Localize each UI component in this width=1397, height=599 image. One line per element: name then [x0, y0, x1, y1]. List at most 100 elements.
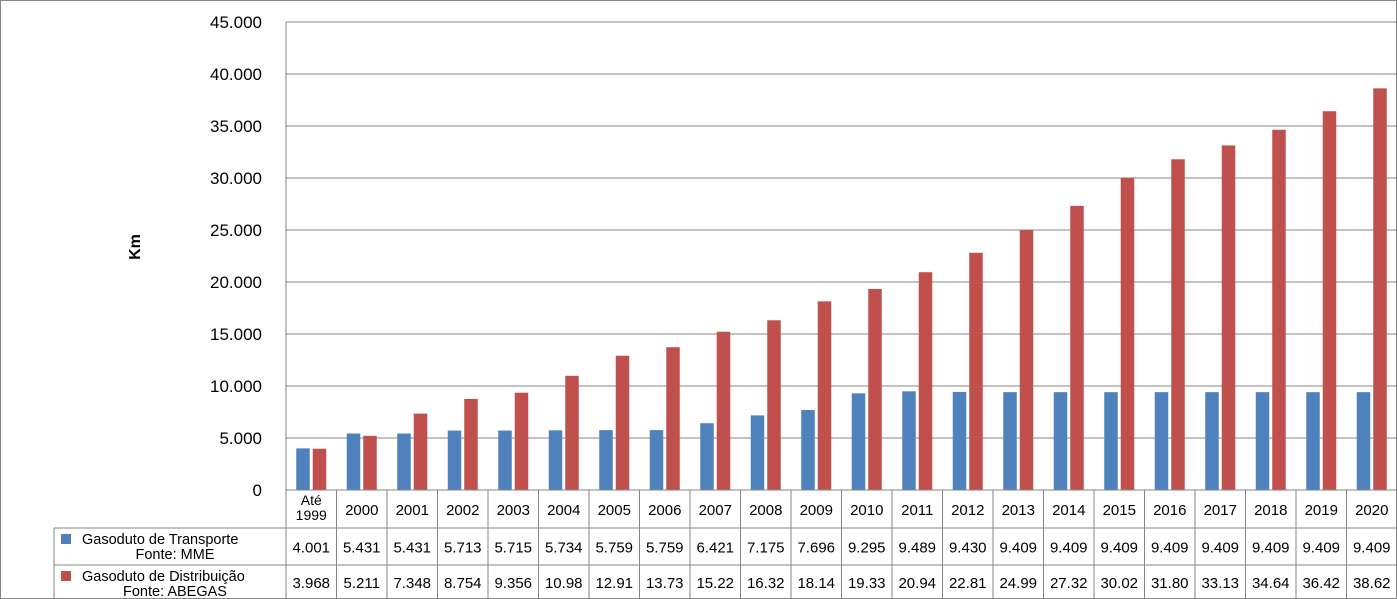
bar-distribuicao — [1070, 205, 1084, 490]
category-label: 2014 — [1052, 502, 1085, 519]
series-source: Fonte: MME — [136, 547, 215, 563]
bar-transporte — [498, 430, 512, 490]
data-label: 5.431 — [393, 540, 431, 557]
bar-transporte — [1306, 392, 1320, 490]
data-label: 5.759 — [646, 540, 684, 557]
series-name: Gasoduto de Transporte — [82, 532, 238, 548]
bar-transporte — [750, 415, 765, 490]
data-label: 4.001 — [292, 540, 330, 557]
data-label: 9.409 — [1353, 540, 1391, 557]
category-label: 2017 — [1204, 502, 1237, 519]
bar-transporte — [1205, 392, 1219, 490]
data-label: 6.421 — [696, 540, 734, 557]
bar-transporte — [1255, 392, 1270, 490]
y-tick-label: 35.000 — [210, 117, 262, 136]
bars — [296, 88, 1387, 491]
category-label: 2006 — [648, 502, 681, 519]
bar-distribuicao — [817, 301, 832, 490]
y-tick-label: 20.000 — [210, 273, 262, 292]
data-label: 9.409 — [1201, 540, 1239, 557]
bar-transporte — [1356, 392, 1371, 490]
data-label: 20.94 — [898, 575, 936, 592]
bar-distribuicao — [514, 392, 529, 490]
bar-transporte — [649, 430, 664, 490]
data-label: 9.295 — [848, 540, 886, 557]
data-label: 5.759 — [595, 540, 633, 557]
data-label: 31.80 — [1151, 575, 1189, 592]
data-label: 5.734 — [545, 540, 583, 557]
series-source: Fonte: ABEGAS — [123, 584, 227, 599]
category-label: 2001 — [396, 502, 429, 519]
data-label: 9.489 — [898, 540, 936, 557]
bar-distribuicao — [868, 288, 882, 490]
data-label: 5.715 — [494, 540, 532, 557]
category-label: 2008 — [749, 502, 782, 519]
category-label: 2005 — [598, 502, 631, 519]
y-tick-label: 45.000 — [210, 13, 262, 32]
bar-distribuicao — [413, 413, 428, 490]
data-label: 33.13 — [1201, 575, 1239, 592]
data-label: 5.431 — [343, 540, 381, 557]
bar-distribuicao — [565, 375, 579, 490]
data-label: 12.91 — [595, 575, 633, 592]
series-name: Gasoduto de Distribuição — [82, 569, 245, 585]
bar-transporte — [801, 409, 815, 490]
category-label: 2010 — [850, 502, 883, 519]
data-label: 10.98 — [545, 575, 583, 592]
category-label: 2004 — [547, 502, 580, 519]
category-label: 2011 — [901, 502, 933, 519]
y-tick-label: 15.000 — [210, 325, 262, 344]
category-label: 2016 — [1153, 502, 1186, 519]
data-label: 7.348 — [393, 575, 431, 592]
category-label: 2012 — [951, 502, 984, 519]
data-label: 34.64 — [1252, 575, 1290, 592]
bar-distribuicao — [1019, 230, 1034, 490]
data-label: 5.211 — [344, 575, 380, 592]
data-label: 9.430 — [949, 540, 987, 557]
bar-distribuicao — [1322, 111, 1337, 491]
category-label: 1999 — [296, 507, 327, 523]
y-tick-label: 0 — [253, 481, 262, 500]
category-label: 2007 — [699, 502, 732, 519]
bar-transporte — [1104, 392, 1118, 490]
bar-distribuicao — [1171, 159, 1185, 490]
y-tick-label: 40.000 — [210, 65, 262, 84]
data-label: 22.81 — [949, 575, 987, 592]
bar-distribuicao — [1221, 145, 1236, 490]
data-label: 15.22 — [696, 575, 734, 592]
y-tick-label: 30.000 — [210, 169, 262, 188]
category-label: 2018 — [1254, 502, 1287, 519]
data-label: 9.356 — [494, 575, 532, 592]
data-label: 30.02 — [1100, 575, 1138, 592]
bar-distribuicao — [615, 355, 630, 490]
category-label: 2003 — [497, 502, 530, 519]
category-label: 2013 — [1002, 502, 1035, 519]
data-label: 9.409 — [1151, 540, 1189, 557]
data-label: 13.73 — [646, 575, 684, 592]
bar-distribuicao — [1272, 129, 1286, 490]
legend-key-distribuicao — [61, 571, 71, 581]
bar-transporte — [548, 430, 563, 490]
bar-transporte — [397, 433, 411, 490]
bar-distribuicao — [666, 347, 680, 490]
bar-transporte — [599, 430, 613, 490]
data-label: 3.968 — [292, 575, 330, 592]
bar-distribuicao — [1120, 177, 1135, 491]
bar-distribuicao — [464, 398, 478, 490]
bar-transporte — [296, 448, 310, 490]
bar-transporte — [346, 433, 361, 490]
y-tick-labels: 0 5.000 10.000 15.000 20.000 25.000 30.000 35.0… — [210, 13, 262, 500]
bar-transporte — [1154, 392, 1169, 490]
bar-distribuicao — [767, 320, 781, 490]
category-label: 2009 — [800, 502, 833, 519]
data-label: 36.42 — [1302, 575, 1340, 592]
data-label: 9.409 — [1252, 540, 1290, 557]
data-label: 7.696 — [797, 540, 835, 557]
bar-transporte — [1053, 392, 1068, 490]
data-label: 8.754 — [444, 575, 482, 592]
bar-transporte — [851, 393, 866, 490]
bar-distribuicao — [363, 435, 377, 490]
